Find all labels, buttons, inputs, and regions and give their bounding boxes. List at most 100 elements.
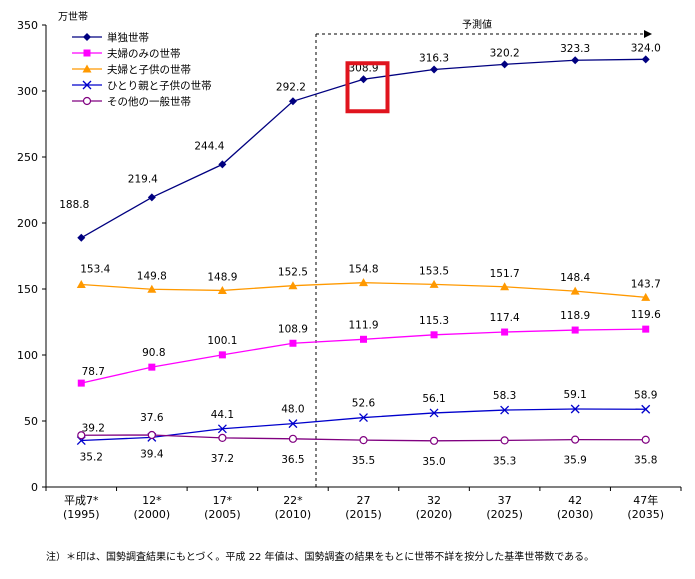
data-label: 153.4 (80, 264, 110, 276)
data-point-diamond (83, 33, 91, 41)
data-point-triangle (429, 279, 439, 288)
legend-label: 夫婦と子供の世帯 (107, 63, 191, 76)
series-2: 78.7 90.8 100.1 108.9 111.9 115.3 117.4 118.9 11… (77, 309, 661, 387)
data-point-circle (500, 436, 509, 445)
data-point-triangle (500, 282, 510, 291)
forecast-arrow-head (644, 30, 652, 38)
data-label: 35.8 (634, 455, 657, 467)
data-point-triangle (641, 292, 651, 301)
data-point-triangle (570, 286, 580, 295)
y-tick-label: 150 (17, 283, 38, 296)
data-point-square (430, 331, 438, 339)
data-point-diamond (218, 160, 227, 169)
x-tick-label-year: 32 (427, 494, 441, 507)
data-point-square (77, 379, 85, 387)
data-point-circle (429, 436, 439, 445)
data-point-circle (288, 434, 298, 443)
data-label: 56.1 (422, 393, 445, 405)
data-label: 108.9 (278, 323, 308, 335)
data-label: 48.0 (281, 404, 304, 416)
data-point-square (218, 351, 226, 359)
data-point-square (501, 328, 509, 336)
data-label: 149.8 (137, 270, 167, 282)
data-label: 316.3 (419, 52, 449, 64)
data-label: 52.6 (352, 398, 376, 410)
data-label: 219.4 (128, 173, 158, 185)
data-label: 118.9 (560, 310, 590, 322)
data-point-circle (571, 435, 580, 444)
data-label: 151.7 (490, 268, 520, 280)
data-point-x (570, 404, 580, 414)
x-tick-label-ad: (2025) (486, 508, 523, 521)
x-tick-label-year: 37 (498, 494, 512, 507)
x-tick-label-year: 17* (213, 494, 233, 507)
data-label: 188.8 (59, 199, 89, 211)
data-label: 36.5 (281, 454, 304, 466)
forecast-indicator: 予測値 (315, 18, 652, 487)
legend-item: ひとり親と子供の世帯 (72, 79, 212, 92)
footnote: 注）＊印は、国勢調査結果にもとづく。平成 22 年値は、国勢調査の結果をもとに世… (46, 550, 594, 563)
data-point-x (429, 408, 439, 418)
x-axis-ticks: 平成7*(1995)12*(2000)17*(2005)22*(2010)27(… (45, 487, 682, 521)
axes (45, 25, 681, 488)
data-label: 148.4 (560, 272, 590, 284)
x-tick-label-ad: (2020) (416, 508, 453, 521)
data-point-diamond (641, 55, 650, 64)
y-tick-label: 300 (17, 85, 38, 98)
data-point-diamond (359, 75, 368, 84)
data-point-x (82, 80, 92, 90)
data-point-square (83, 49, 91, 57)
data-label: 35.5 (352, 455, 375, 467)
data-label: 111.9 (348, 319, 378, 331)
x-tick-label-year: 42 (568, 494, 582, 507)
x-tick-label-year: 22* (283, 494, 303, 507)
data-label: 90.8 (142, 347, 165, 359)
data-label: 244.4 (194, 140, 224, 152)
y-tick-label: 350 (17, 19, 38, 32)
data-point-circle (147, 430, 156, 440)
data-point-triangle (147, 284, 157, 293)
data-label: 78.7 (82, 366, 105, 378)
y-tick-label: 250 (17, 151, 38, 164)
legend-item: 単独世帯 (72, 31, 149, 44)
data-point-square (642, 325, 650, 333)
y-tick-label: 200 (17, 217, 38, 230)
data-point-circle (218, 433, 227, 442)
legend-label: その他の一般世帯 (107, 95, 191, 108)
data-label: 58.9 (634, 389, 657, 401)
data-label: 37.6 (140, 412, 164, 424)
data-point-circle (359, 436, 368, 445)
data-label: 323.3 (560, 43, 590, 55)
data-point-circle (82, 96, 92, 106)
data-point-diamond (147, 193, 156, 202)
data-point-diamond (571, 56, 580, 65)
y-axis-ticks: 0 50 100 150 200 250 300 350 (17, 19, 46, 494)
data-label: 39.4 (140, 448, 164, 460)
data-label: 58.3 (493, 390, 516, 402)
data-label: 35.2 (80, 452, 103, 464)
data-label: 320.2 (490, 47, 520, 59)
data-label: 35.3 (493, 455, 516, 467)
data-point-x (500, 405, 510, 415)
data-point-triangle (82, 64, 92, 73)
data-label: 143.7 (631, 278, 661, 290)
series-3: 153.4 149.8 148.9 152.5 154.8 153.5 151.7 148.4… (76, 264, 661, 301)
x-tick-label-year: 平成7* (64, 494, 99, 507)
x-tick-label-year: 27 (357, 494, 371, 507)
x-tick-label-ad: (2005) (204, 508, 241, 521)
data-point-diamond (77, 233, 86, 242)
data-label: 115.3 (419, 315, 449, 327)
series-4: 35.2 39.4 44.1 48.0 52.6 56.1 58.3 59.1 58.9 (76, 389, 657, 464)
data-point-x (217, 424, 227, 434)
data-point-circle (641, 435, 650, 444)
x-tick-label-ad: (2035) (627, 508, 664, 521)
data-label: 100.1 (207, 335, 237, 347)
data-label: 44.1 (211, 409, 234, 421)
data-point-diamond (288, 97, 297, 106)
x-tick-label-ad: (2015) (345, 508, 382, 521)
legend-item: 夫婦のみの世帯 (72, 47, 181, 60)
data-label: 119.6 (631, 309, 661, 321)
